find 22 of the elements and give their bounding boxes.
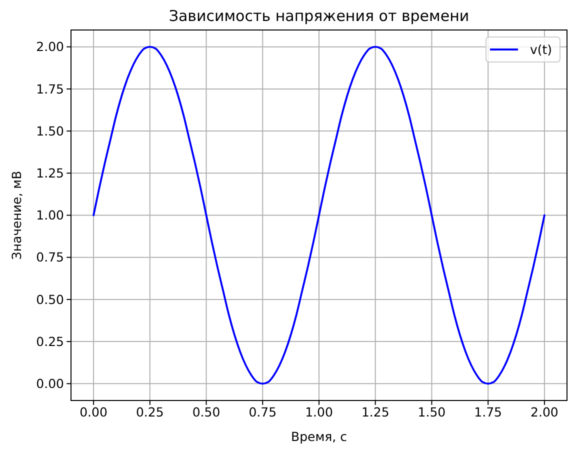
chart-title: Зависимость напряжения от времени [168,7,470,25]
y-tick-label: 1.00 [36,208,64,223]
legend-label: v(t) [530,42,552,57]
x-tick-label: 0.25 [136,404,164,420]
x-tick-label: 2.00 [530,404,558,420]
y-tick-label: 0.25 [36,334,64,349]
x-tick-label: 1.25 [361,404,390,420]
y-tick-label: 1.25 [36,166,64,181]
x-tick-label: 0.75 [248,404,277,420]
y-tick-label: 2.00 [36,39,64,54]
x-tick-label: 0.00 [80,404,108,420]
x-tick-label: 1.00 [305,404,333,420]
x-axis-title: Время, с [291,429,348,444]
y-tick-label: 0.75 [36,250,64,265]
y-tick-label: 0.00 [36,376,64,392]
y-tick-label: 0.50 [36,292,64,307]
y-tick-label: 1.50 [36,123,64,138]
y-axis-title: Значение, мВ [9,170,24,260]
y-tick-label: 1.75 [36,81,64,96]
x-tick-label: 0.50 [192,404,220,420]
x-tick-label: 1.50 [418,404,446,420]
x-tick-label: 1.75 [474,404,502,420]
